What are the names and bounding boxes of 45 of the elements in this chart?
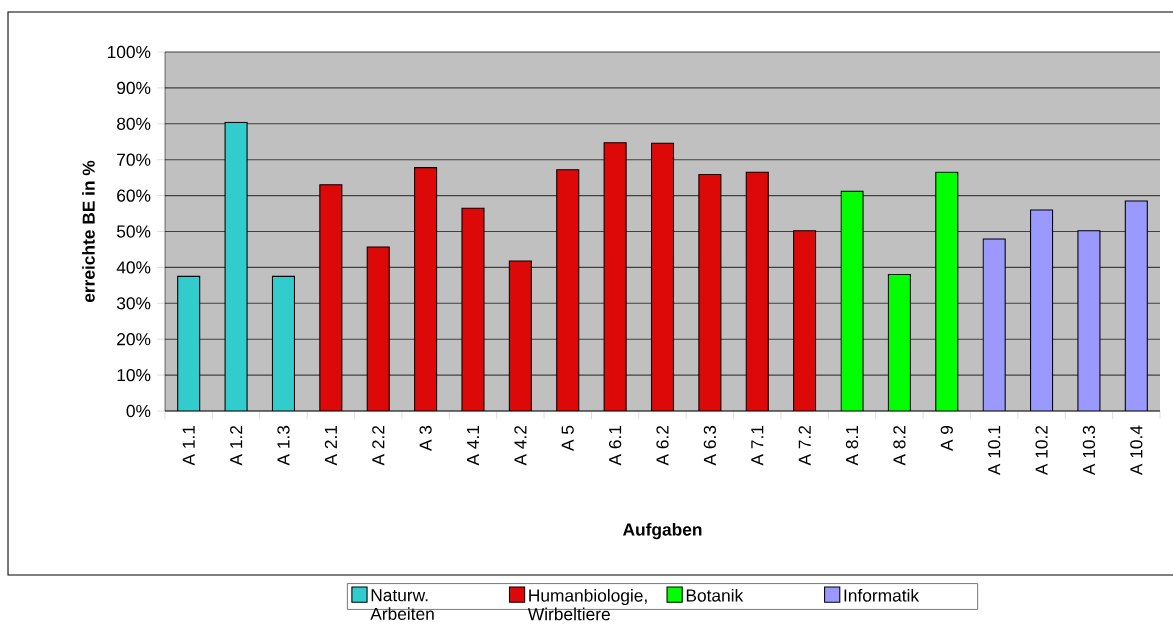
legend-label: Humanbiologie, Wirbeltiere <box>527 588 647 621</box>
x-tick-label: A 4.2 <box>514 425 527 466</box>
legend-label: Naturw. Arbeiten <box>370 589 434 620</box>
y-tick-label: 0% <box>126 404 151 418</box>
y-tick-label: 20% <box>117 333 151 346</box>
x-tick-label: A 4.1 <box>467 425 479 466</box>
y-tick-label: 30% <box>116 297 151 310</box>
legend-label: Botanik <box>686 588 744 602</box>
x-tick-label: A 8.2 <box>893 425 906 466</box>
x-tick-label: A 2.2 <box>372 425 385 466</box>
y-tick-label: 100% <box>107 45 151 59</box>
bar <box>840 190 864 411</box>
bar <box>982 238 1006 411</box>
x-tick-label: A 10.1 <box>988 425 1001 476</box>
y-tick-label: 80% <box>117 117 151 130</box>
x-tick-label: A 1.3 <box>277 425 290 466</box>
y-tick-label: 40% <box>116 261 151 274</box>
bar <box>1030 209 1054 411</box>
x-tick-label: A 7.2 <box>798 425 811 466</box>
bar <box>1077 230 1101 411</box>
y-axis-title: erreichte BE in % <box>82 160 95 303</box>
x-axis-title: Aufgaben <box>622 522 702 540</box>
x-tick-label: A 10.2 <box>1035 425 1048 476</box>
y-tick-label: 90% <box>117 81 151 95</box>
x-tick-label: A 6.1 <box>608 425 622 466</box>
y-tick-label: 10% <box>117 368 151 382</box>
x-tick-label: A 1.2 <box>230 425 243 466</box>
x-tick-label: A 5 <box>561 425 574 452</box>
bar <box>887 274 911 411</box>
x-tick-label: A 10.4 <box>1130 425 1143 476</box>
bar <box>1124 200 1148 411</box>
x-tick-label: A 7.1 <box>751 425 764 466</box>
x-tick-label: A 2.1 <box>324 425 337 466</box>
legend-label: Informatik <box>844 588 920 602</box>
x-tick-label: A 6.3 <box>703 425 717 466</box>
x-tick-label: A 1.1 <box>182 425 195 466</box>
y-tick-label: 50% <box>116 225 151 238</box>
x-tick-label: A 9 <box>940 425 953 452</box>
y-tick-label: 60% <box>117 189 151 202</box>
x-tick-label: A 6.2 <box>656 425 669 466</box>
x-tick-label: A 8.1 <box>845 425 859 466</box>
x-tick-label: A 3 <box>419 425 432 452</box>
y-tick-label: 70% <box>117 153 151 166</box>
x-tick-label: A 10.3 <box>1082 425 1096 476</box>
bar <box>935 171 959 411</box>
